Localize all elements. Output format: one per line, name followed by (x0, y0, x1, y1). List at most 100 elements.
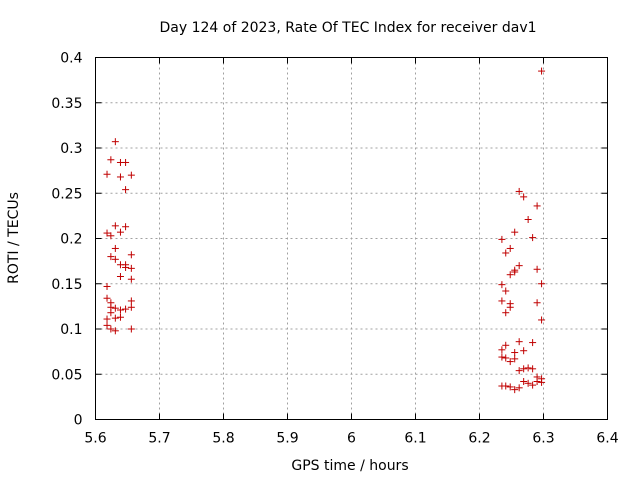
data-point (533, 265, 541, 273)
data-point (506, 358, 514, 366)
y-tick-label: 0.15 (51, 277, 82, 293)
data-point (511, 386, 519, 394)
data-point (111, 138, 119, 146)
data-point (524, 364, 532, 372)
data-point (515, 384, 523, 392)
data-point (511, 228, 519, 236)
data-point (111, 222, 119, 230)
chart-title: Day 124 of 2023, Rate Of TEC Index for r… (159, 20, 536, 36)
y-tick-label: 0.2 (60, 232, 82, 248)
data-point (515, 338, 523, 346)
data-point (498, 297, 506, 305)
x-tick-label: 6.2 (468, 431, 490, 447)
data-point (502, 341, 510, 349)
x-axis-label: GPS time / hours (291, 458, 408, 474)
data-point (116, 173, 124, 181)
data-point (127, 325, 135, 333)
x-tick-label: 5.6 (84, 431, 106, 447)
data-point (502, 249, 510, 257)
data-point (538, 280, 546, 288)
data-point (122, 305, 130, 313)
data-point (103, 170, 111, 178)
data-point (502, 382, 510, 390)
data-point (502, 287, 510, 295)
y-tick-label: 0.4 (60, 51, 82, 67)
data-point (127, 297, 135, 305)
data-point (520, 347, 528, 355)
data-point (103, 321, 111, 329)
data-point (529, 234, 537, 242)
grid (95, 57, 608, 420)
data-point (111, 304, 119, 312)
x-tick-label: 5.9 (276, 431, 298, 447)
data-point (506, 244, 514, 252)
x-tick-label: 6.4 (596, 431, 618, 447)
data-point (122, 186, 130, 194)
x-tick-label: 5.8 (212, 431, 234, 447)
y-tick-label: 0.3 (60, 141, 82, 157)
data-point (533, 202, 541, 210)
data-point (127, 264, 135, 272)
data-point (122, 223, 130, 231)
data-point (111, 255, 119, 263)
data-point (502, 309, 510, 317)
data-point (116, 228, 124, 236)
data-point (122, 158, 130, 166)
data-point (506, 271, 514, 279)
data-point (116, 313, 124, 321)
y-tick-label: 0.1 (60, 322, 82, 338)
data-point (107, 325, 115, 333)
axis-ticks (95, 57, 608, 420)
data-point (116, 306, 124, 314)
data-point (103, 315, 111, 323)
data-point (529, 339, 537, 347)
y-tick-labels: 0 0.05 0.1 0.15 0.2 0.25 0.3 0.35 0.4 (51, 51, 82, 429)
y-axis-label: ROTI / TECUs (6, 192, 22, 284)
data-point (111, 314, 119, 322)
data-point (498, 353, 506, 361)
data-point (533, 377, 541, 385)
y-tick-label: 0.05 (51, 367, 82, 383)
data-point (538, 378, 546, 386)
data-point (107, 156, 115, 164)
data-point (122, 263, 130, 271)
data-point (127, 171, 135, 179)
data-point (511, 268, 519, 276)
data-point (103, 282, 111, 290)
x-tick-labels: 5.6 5.7 5.8 5.9 6 6.1 6.2 6.3 6.4 (84, 431, 618, 447)
data-point (520, 365, 528, 373)
data-point (515, 187, 523, 195)
data-point (103, 294, 111, 302)
data-point (515, 367, 523, 375)
data-point (107, 253, 115, 261)
data-point (538, 67, 546, 75)
x-tick-label: 6.1 (404, 431, 426, 447)
data-point (533, 299, 541, 307)
data-point (511, 355, 519, 363)
data-point (529, 365, 537, 373)
data-point (502, 354, 510, 362)
y-tick-label: 0.35 (51, 96, 82, 112)
x-tick-label: 6.3 (532, 431, 554, 447)
data-point (520, 377, 528, 385)
data-point (515, 262, 523, 270)
data-point (116, 273, 124, 281)
data-point (111, 327, 119, 335)
y-tick-label: 0 (74, 413, 83, 429)
data-point (506, 383, 514, 391)
data-point (127, 303, 135, 311)
data-point (506, 303, 514, 311)
data-point (524, 215, 532, 223)
x-tick-label: 5.7 (148, 431, 170, 447)
data-point (511, 349, 519, 357)
data-point (107, 232, 115, 240)
data-point (520, 193, 528, 201)
data-point (103, 229, 111, 237)
data-point (524, 379, 532, 387)
y-tick-label: 0.25 (51, 186, 82, 202)
data-point (529, 381, 537, 389)
data-point (111, 244, 119, 252)
data-point (127, 251, 135, 259)
